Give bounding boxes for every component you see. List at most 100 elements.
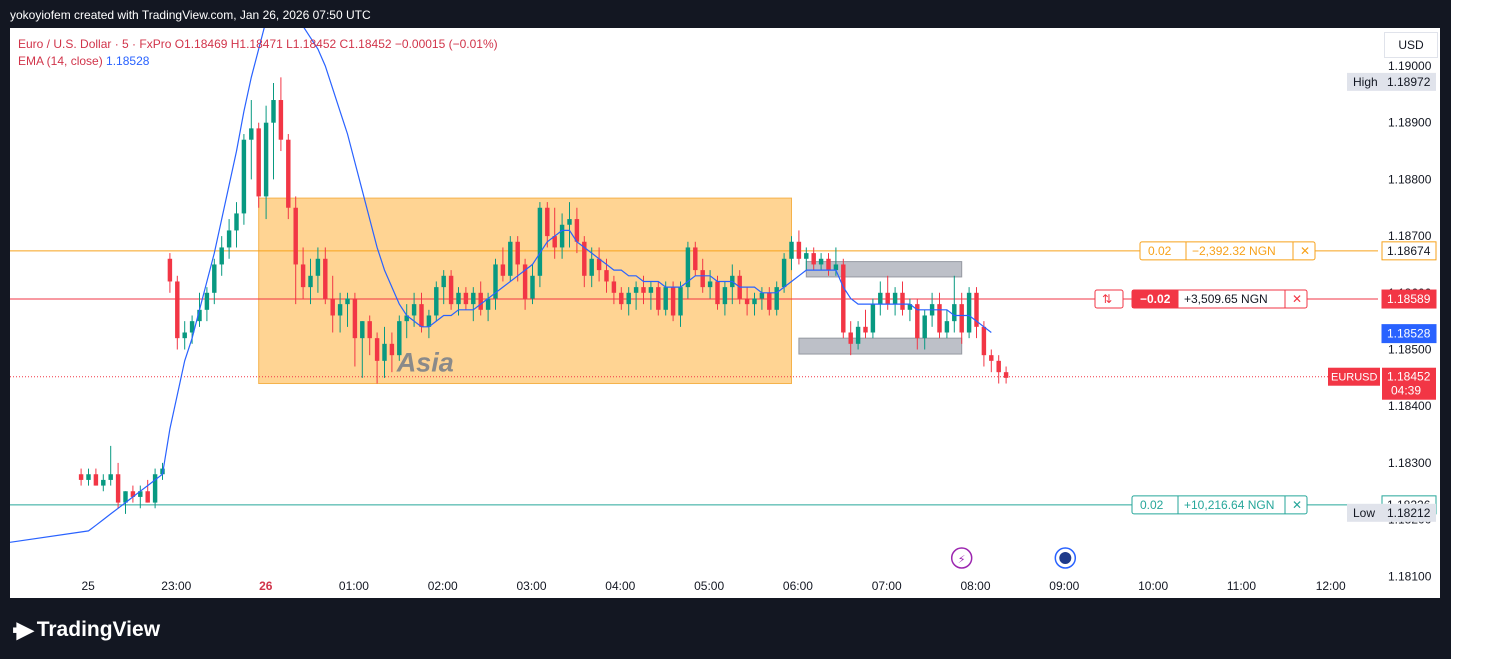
qty-badge (1132, 290, 1178, 309)
candle-body (885, 292, 890, 305)
target-line-tag: 0.02 −2,392.32 NGN ✕ (1139, 241, 1316, 261)
y-tick-label: 1.18700 (1388, 229, 1432, 243)
candle-body (596, 258, 602, 271)
candle-body (411, 304, 417, 316)
candle-body (286, 139, 291, 208)
candle-body (633, 287, 639, 293)
high-label-bg (1347, 72, 1436, 91)
candle-body (656, 287, 661, 310)
candle-body (582, 241, 587, 276)
candle-body (767, 292, 772, 310)
candle-body (226, 230, 232, 248)
lightning-glyph: ⚡ (958, 553, 966, 566)
x-tick-label: 26 (259, 579, 273, 593)
candle-body (234, 213, 239, 231)
tradingview-logo-icon: ▪▶ (12, 617, 34, 642)
candle-body (589, 258, 594, 276)
candle-body (500, 264, 506, 276)
pnl-text: −2,392.32 NGN (1192, 244, 1276, 258)
low-label-bg (1347, 503, 1436, 522)
candle-body (922, 315, 927, 339)
candle-body (848, 332, 853, 344)
ema-line (10, 28, 992, 543)
candle-body (663, 287, 668, 310)
candle-body (796, 241, 802, 259)
y-tick-label: 1.18100 (1388, 569, 1432, 583)
flag-event-inner (1059, 552, 1072, 564)
candle-body (352, 298, 358, 339)
candle-body (937, 304, 942, 333)
candle-body (389, 343, 395, 356)
price-chart[interactable]: Asia 0.02 −2,392.32 NGN ✕ 0.02 +10,216.64 NGN… (10, 28, 1440, 598)
y-tick-label: 1.18900 (1388, 116, 1432, 130)
candle-body (508, 241, 513, 276)
x-tick-label: 03:00 (517, 579, 547, 593)
candle-body (863, 326, 868, 333)
candle-body (981, 326, 987, 356)
y-tick-label: 1.18800 (1388, 172, 1432, 186)
y-tick-label: 1.18400 (1388, 399, 1432, 413)
last-price-bg (1382, 367, 1436, 400)
candle-body (360, 321, 365, 339)
candle-body (278, 100, 284, 140)
candle-body (130, 491, 136, 497)
x-tick-label: 04:00 (605, 579, 635, 593)
candle-body (93, 474, 99, 486)
candle-body (670, 287, 676, 316)
x-tick-label: 10:00 (1138, 579, 1168, 593)
candle-body (900, 292, 905, 310)
high-label: High (1353, 75, 1378, 89)
candle-body (855, 326, 861, 344)
currency-button[interactable]: USD (1384, 32, 1438, 58)
candle-body (818, 258, 824, 265)
candle-body (693, 247, 698, 271)
x-tick-label: 12:00 (1316, 579, 1346, 593)
candle-body (101, 479, 106, 486)
tp-line-tag-box (1131, 495, 1308, 515)
x-tick-label: 08:00 (961, 579, 991, 593)
candle-body (404, 315, 409, 322)
candle-body (337, 304, 343, 316)
candle-body (367, 321, 372, 339)
candle-body (441, 275, 446, 288)
candle-body (752, 298, 757, 305)
candle-body (774, 287, 779, 310)
candle-body (811, 253, 816, 265)
candle-body (293, 207, 298, 265)
tradingview-logo-text: TradingView (36, 618, 161, 641)
x-tick-label: 05:00 (694, 579, 724, 593)
lightning-event-icon (950, 547, 973, 569)
candle-body (167, 258, 173, 282)
candle-body (78, 474, 84, 480)
candle-body (123, 491, 128, 503)
ema-legend: EMA (14, close) 1.18528 (18, 53, 498, 70)
candle-body (471, 292, 476, 305)
candle-body (426, 315, 432, 327)
tradingview-logo[interactable]: ▪▶ TradingView (12, 617, 160, 643)
x-tick-label: 06:00 (783, 579, 813, 593)
x-tick-label: 07:00 (872, 579, 902, 593)
candle-body (175, 281, 180, 339)
candle-body (1003, 372, 1009, 378)
target-price-label: 1.18674 (1387, 244, 1431, 258)
candle-body (478, 292, 483, 310)
candle-body (707, 281, 713, 288)
candle-body (700, 270, 705, 288)
candle-body (182, 332, 187, 339)
candle-body (915, 304, 920, 339)
target-price-label-bg (1381, 241, 1437, 261)
tp-line-tag: 0.02 +10,216.64 NGN ✕ (1131, 495, 1308, 515)
x-tick-label: 02:00 (428, 579, 458, 593)
candle-body (485, 298, 491, 310)
candle-body (219, 247, 224, 265)
candle-body (959, 304, 964, 333)
ema-legend-label: EMA (14, close) (18, 54, 103, 68)
candle-body (522, 264, 528, 299)
chart-area[interactable]: Asia 0.02 −2,392.32 NGN ✕ 0.02 +10,216.64 NGN… (10, 28, 1440, 598)
candle-body (256, 128, 261, 197)
symbol-tag-bg (1328, 367, 1380, 386)
candle-body (463, 292, 469, 305)
reverse-icon: ⇅ (1102, 292, 1112, 306)
ema-price-label-bg (1381, 324, 1437, 344)
low-value: 1.18212 (1387, 506, 1431, 520)
